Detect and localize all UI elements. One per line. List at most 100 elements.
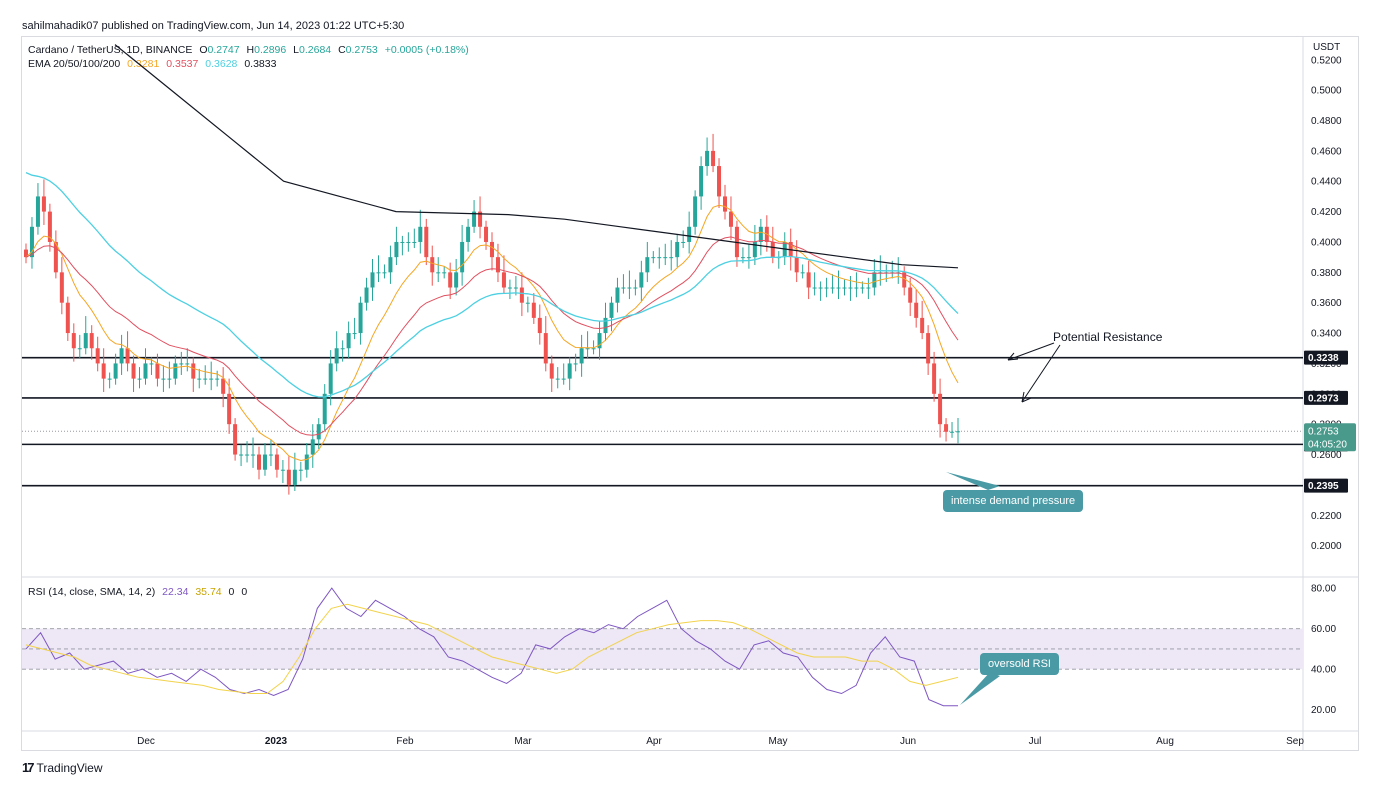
rsi-tick-label: 40.00 [1311, 665, 1336, 676]
candle-body [203, 378, 208, 380]
level-tag-label: 0.2395 [1308, 481, 1339, 492]
time-tick-label: Aug [1156, 736, 1174, 747]
candle-body [77, 348, 82, 350]
tradingview-brand[interactable]: 17 TradingView [22, 760, 103, 775]
candle-body [274, 454, 279, 470]
countdown-label: 04:05:20 [1308, 439, 1347, 450]
candle-body [173, 363, 178, 379]
candle-body [406, 241, 411, 243]
rsi-z1: 0 [228, 586, 235, 598]
candle-body [24, 249, 28, 258]
level-tag [1304, 350, 1348, 365]
symbol-label[interactable]: Cardano / TetherUS, 1D, BINANCE [28, 44, 193, 56]
rsi-sma-value: 35.74 [195, 586, 222, 598]
candle-body [597, 333, 602, 349]
candle-body [609, 302, 614, 318]
time-tick-label: Apr [646, 736, 662, 747]
time-tick-label: Feb [396, 736, 414, 747]
oversold-callout-pointer [960, 672, 1000, 705]
candle-body [728, 211, 733, 227]
candle-body [167, 378, 172, 380]
candle-body [316, 424, 321, 440]
price-tick-label: 0.5000 [1311, 86, 1342, 97]
candle-body [310, 439, 315, 455]
rsi-value: 22.34 [162, 586, 189, 598]
price-tick-label: 0.4000 [1311, 237, 1342, 248]
resistance-arrow-2 [1021, 344, 1061, 403]
candle-body [346, 333, 351, 349]
candle-body [561, 378, 566, 380]
candle-body [221, 378, 226, 394]
candle-body [227, 393, 232, 425]
candle-body [537, 317, 542, 334]
candle-body [209, 378, 214, 380]
candle-body [29, 226, 34, 258]
candle-body [740, 257, 745, 259]
candle-body [687, 226, 692, 242]
candle-body [215, 378, 220, 380]
candle-body [920, 317, 925, 334]
candle-body [603, 317, 608, 334]
demand-callout-pointer [946, 472, 1000, 490]
time-tick-label: Sep [1286, 736, 1304, 747]
candle-body [621, 287, 626, 289]
rsi-label[interactable]: RSI (14, close, SMA, 14, 2) [28, 586, 156, 598]
price-legend: Cardano / TetherUS, 1D, BINANCE O0.2747 … [28, 44, 477, 56]
candle-body [914, 302, 919, 318]
candle-body [442, 272, 447, 274]
ema-label[interactable]: EMA 20/50/100/200 [28, 58, 121, 70]
ema200-value: 0.3833 [244, 58, 277, 70]
price-axis-unit: USDT [1313, 42, 1340, 53]
price-tick-label: 0.3600 [1311, 298, 1342, 309]
candle-body [908, 287, 913, 303]
candle-body [245, 454, 250, 456]
candle-body [639, 272, 644, 288]
candle-body [794, 257, 799, 273]
price-tick-label: 0.4200 [1311, 207, 1342, 218]
candle-body [424, 226, 429, 258]
candle-body [448, 272, 453, 288]
candle-body [752, 241, 757, 258]
time-tick-label: Jun [900, 736, 916, 747]
candle-body [627, 287, 632, 289]
candle-body [35, 196, 40, 227]
rsi-legend: RSI (14, close, SMA, 14, 2) 22.34 35.74 … [28, 586, 251, 598]
candle-body [758, 226, 763, 242]
candle-body [812, 287, 817, 289]
candle-body [53, 241, 58, 273]
price-tick-label: 0.4400 [1311, 177, 1342, 188]
arrow-head-icon [1007, 352, 1019, 361]
candle-body [233, 424, 238, 455]
candle-body [932, 363, 937, 394]
candle-body [681, 241, 686, 243]
candle-body [770, 241, 775, 258]
candle-body [705, 150, 710, 167]
candle-body [119, 348, 124, 364]
candle-body [950, 431, 955, 433]
candle-body [197, 378, 202, 380]
price-tick-label: 0.3400 [1311, 329, 1342, 340]
candle-body [239, 454, 244, 456]
rsi-tick-label: 20.00 [1311, 705, 1336, 716]
rsi-sma-line [25, 603, 959, 694]
candle-body [555, 378, 560, 380]
candle-body [836, 287, 841, 289]
candle-body [95, 348, 100, 364]
candle-body [573, 363, 578, 365]
candle-body [478, 211, 483, 227]
candle-body [394, 241, 399, 258]
potential-resistance-label: Potential Resistance [1053, 330, 1163, 344]
rsi-tick-label: 80.00 [1311, 584, 1336, 595]
candle-body [717, 166, 722, 197]
oversold-note: oversold RSI [980, 653, 1059, 675]
resistance-arrow-1 [1007, 342, 1055, 361]
candle-body [155, 363, 160, 379]
time-tick-label: Dec [137, 736, 155, 747]
candle-body [47, 211, 52, 242]
candle-body [460, 241, 465, 273]
candle-body [872, 272, 877, 288]
level-tag-label: 0.3238 [1308, 353, 1339, 364]
candle-body [806, 272, 811, 288]
candle-body [591, 348, 596, 350]
